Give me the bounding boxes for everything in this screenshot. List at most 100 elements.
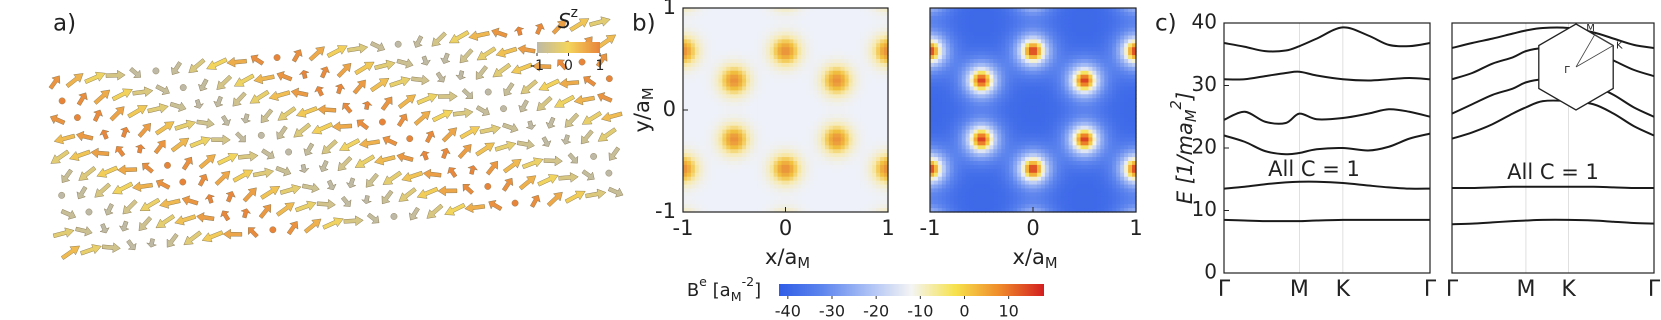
heat-cell [1021,145,1026,150]
heat-cell [974,114,979,119]
heat-cell [1061,67,1066,72]
heat-cell [958,157,963,162]
heat-cell [683,51,688,56]
heat-cell [841,185,846,190]
heat-cell [766,16,771,21]
heat-cell [982,43,987,48]
heat-cell [809,185,814,190]
heat-cell [876,126,881,131]
heat-cell [829,47,834,52]
heat-cell [864,16,869,21]
heat-cell [703,102,708,107]
heat-cell [1045,134,1050,139]
heat-cell [993,137,998,142]
spin [243,188,257,202]
heat-cell [841,110,846,115]
spin [522,158,543,169]
heat-cell [849,181,854,186]
heat-cell [1025,59,1030,64]
heat-cell [982,161,987,166]
heat-cell [817,145,822,150]
heat-cell [837,16,842,21]
heat-cell [985,122,990,127]
heat-cell [750,134,755,139]
heat-cell [782,47,787,52]
heat-cell [962,196,967,201]
heat-cell [1029,169,1034,174]
heat-cell [738,102,743,107]
heat-cell [770,141,775,146]
heat-cell [789,39,794,44]
heat-cell [1009,43,1014,48]
heat-cell [966,169,971,174]
heat-cell [762,16,767,21]
heat-cell [809,110,814,115]
heat-cell [958,196,963,201]
heat-cell [985,157,990,162]
heat-cell [813,39,818,44]
heat-cell [978,137,983,142]
heat-cell [829,137,834,142]
heat-cell [1061,118,1066,123]
heat-cell [934,200,939,205]
heat-cell [1045,24,1050,29]
heat-cell [1041,188,1046,193]
heat-cell [1029,20,1034,25]
heat-cell [711,200,716,205]
heat-cell [845,134,850,139]
heat-cell [1005,157,1010,162]
heat-cell [699,110,704,115]
heat-cell [683,83,688,88]
heat-cell [1009,137,1014,142]
heat-cell [1037,157,1042,162]
heat-cell [853,102,858,107]
heat-cell [1061,192,1066,197]
heat-cell [703,169,708,174]
heat-cell [1057,185,1062,190]
heat-cell [805,114,810,119]
heat-cell [966,8,971,13]
heat-cell [722,75,727,80]
heat-cell [1053,130,1058,135]
heat-cell [746,102,751,107]
heat-cell [711,185,716,190]
heat-cell [718,161,723,166]
heat-cell [930,39,935,44]
heat-cell [817,8,822,13]
heat-cell [880,35,885,40]
heat-cell [1065,130,1070,135]
heat-cell [1065,43,1070,48]
spin [202,231,223,242]
heat-cell [774,20,779,25]
heat-cell [754,90,759,95]
heat-cell [997,157,1002,162]
heat-cell [1033,177,1038,182]
heat-cell [687,28,692,33]
heat-cell [738,145,743,150]
heat-cell [982,98,987,103]
heat-cell [825,114,830,119]
heat-cell [1061,145,1066,150]
spin [50,115,65,125]
heat-cell [989,12,994,17]
heat-cell [758,90,763,95]
heat-cell [962,173,967,178]
heat-cell [738,55,743,60]
heat-cell [1013,204,1018,209]
heat-cell [1033,75,1038,80]
heat-cell [703,118,708,123]
heat-cell [750,145,755,150]
heat-cell [786,43,791,48]
heat-cell [1017,126,1022,131]
spin [370,78,389,92]
heat-cell [722,8,727,13]
heat-cell [1001,106,1006,111]
heat-cell [993,32,998,37]
heat-cell [985,196,990,201]
heat-cell [738,137,743,142]
heat-cell [864,63,869,68]
heat-cell [978,134,983,139]
heat-cell [942,145,947,150]
heat-cell [1001,86,1006,91]
heat-cell [876,28,881,33]
